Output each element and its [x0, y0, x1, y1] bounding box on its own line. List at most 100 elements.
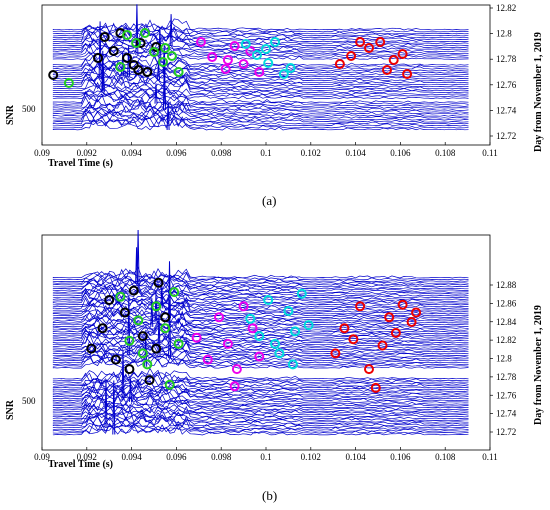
x-tick-label: 0.1 [260, 148, 271, 158]
pick-marker [238, 59, 249, 69]
pick-marker [140, 28, 150, 38]
x-tick-label: 0.098 [211, 148, 232, 158]
pick-marker [115, 62, 126, 72]
pick-marker [411, 307, 422, 318]
pick-marker [388, 55, 399, 65]
waveform-trace [52, 340, 469, 351]
panel-b: 0.09 0.092 0.094 0.096 0.098 0.1 0.102 0.104 0.1… [5, 229, 544, 503]
pick-marker [97, 323, 108, 334]
x-tick-label: 0.09 [34, 148, 50, 158]
pick-marker [63, 78, 74, 88]
pick-markers [48, 28, 413, 88]
pick-marker [104, 295, 115, 305]
pick-marker [128, 285, 139, 296]
pick-marker [222, 55, 233, 65]
waveform-trace [52, 365, 469, 380]
pick-markers [86, 277, 422, 393]
pick-marker [270, 338, 280, 349]
waveform-trace [52, 422, 469, 436]
pick-marker [285, 63, 296, 73]
waveform-spike [168, 261, 171, 319]
x-tick-label: 0.106 [390, 452, 411, 462]
waveform-trace [52, 296, 469, 311]
pick-marker [278, 69, 289, 79]
waveform-trace [52, 19, 469, 33]
waveform-trace [52, 61, 469, 76]
pick-marker [406, 317, 417, 327]
pick-marker [346, 51, 357, 61]
x-tick-label: 0.098 [211, 452, 232, 462]
waveform-trace [52, 356, 469, 369]
pick-marker [254, 67, 265, 77]
x-tick-label: 0.096 [166, 148, 187, 158]
right-tick-label: 12.88 [496, 280, 517, 290]
pick-marker [231, 364, 242, 375]
pick-marker [370, 382, 381, 393]
pick-marker [137, 331, 148, 342]
pick-marker [261, 44, 271, 54]
panel-caption-a: (a) [262, 193, 276, 208]
pick-marker [151, 343, 162, 354]
x-tick-label: 0.09 [34, 452, 50, 462]
waveform-trace [52, 405, 469, 416]
waveform-trace [52, 419, 469, 432]
pick-marker [164, 379, 175, 390]
waveform-trace [52, 40, 469, 52]
pick-marker [397, 299, 408, 310]
waveform-trace [53, 108, 469, 121]
y-axis-label: SNR [5, 399, 16, 420]
pick-marker [124, 364, 135, 375]
pick-marker [149, 47, 159, 57]
pick-marker [48, 70, 59, 80]
waveform-trace [52, 313, 469, 328]
pick-marker [191, 332, 202, 343]
waveform-trace [52, 24, 469, 39]
pick-marker [142, 359, 153, 370]
waveform-trace [52, 98, 469, 113]
pick-marker [122, 53, 133, 63]
pick-marker [364, 364, 374, 375]
left-tick-500: 500 [22, 396, 36, 406]
x-tick-label: 0.102 [301, 148, 321, 158]
pick-marker [151, 301, 162, 312]
waveform-trace [52, 400, 469, 411]
pick-marker [160, 312, 171, 323]
pick-marker [173, 67, 184, 77]
x-tick-label: 0.1 [260, 452, 271, 462]
waveform-spike [112, 380, 116, 435]
waveform-trace [52, 394, 469, 409]
waveform-trace [52, 337, 469, 349]
waveform-trace [52, 371, 469, 386]
x-tick-labels: 0.09 0.092 0.094 0.096 0.098 0.1 0.102 0.104 0.1… [34, 142, 498, 158]
x-tick-label: 0.102 [301, 452, 321, 462]
waveform-trace [52, 113, 469, 127]
x-tick-label: 0.092 [77, 452, 97, 462]
waveform-spike [136, 229, 140, 286]
pick-marker [364, 43, 374, 53]
pick-marker [173, 338, 184, 349]
waveform-spike [129, 378, 132, 402]
pick-marker [158, 57, 168, 67]
x-tick-label: 0.104 [345, 452, 366, 462]
pick-marker [142, 67, 153, 77]
waveform-spike [154, 292, 158, 322]
waveform-trace [52, 66, 469, 80]
waveform-trace [52, 340, 469, 353]
pick-marker [382, 65, 392, 75]
right-tick-labels: 12.88 12.86 12.84 12.82 12.8 12.78 12.76 12.74 1… [490, 280, 517, 437]
pick-marker [128, 60, 139, 70]
waveform-trace [52, 302, 469, 317]
x-tick-label: 0.11 [482, 148, 497, 158]
pick-marker [287, 359, 298, 370]
waveform-trace [52, 266, 469, 281]
right-tick-label: 12.72 [496, 427, 516, 437]
pick-marker [160, 43, 171, 53]
waveform-trace [52, 270, 469, 284]
waveform-trace [52, 392, 469, 407]
waveform-trace [52, 38, 469, 50]
waveform-spike [150, 298, 154, 328]
pick-marker [229, 41, 240, 51]
pick-marker [397, 49, 408, 59]
pick-marker [137, 348, 148, 359]
pick-marker [124, 335, 135, 346]
